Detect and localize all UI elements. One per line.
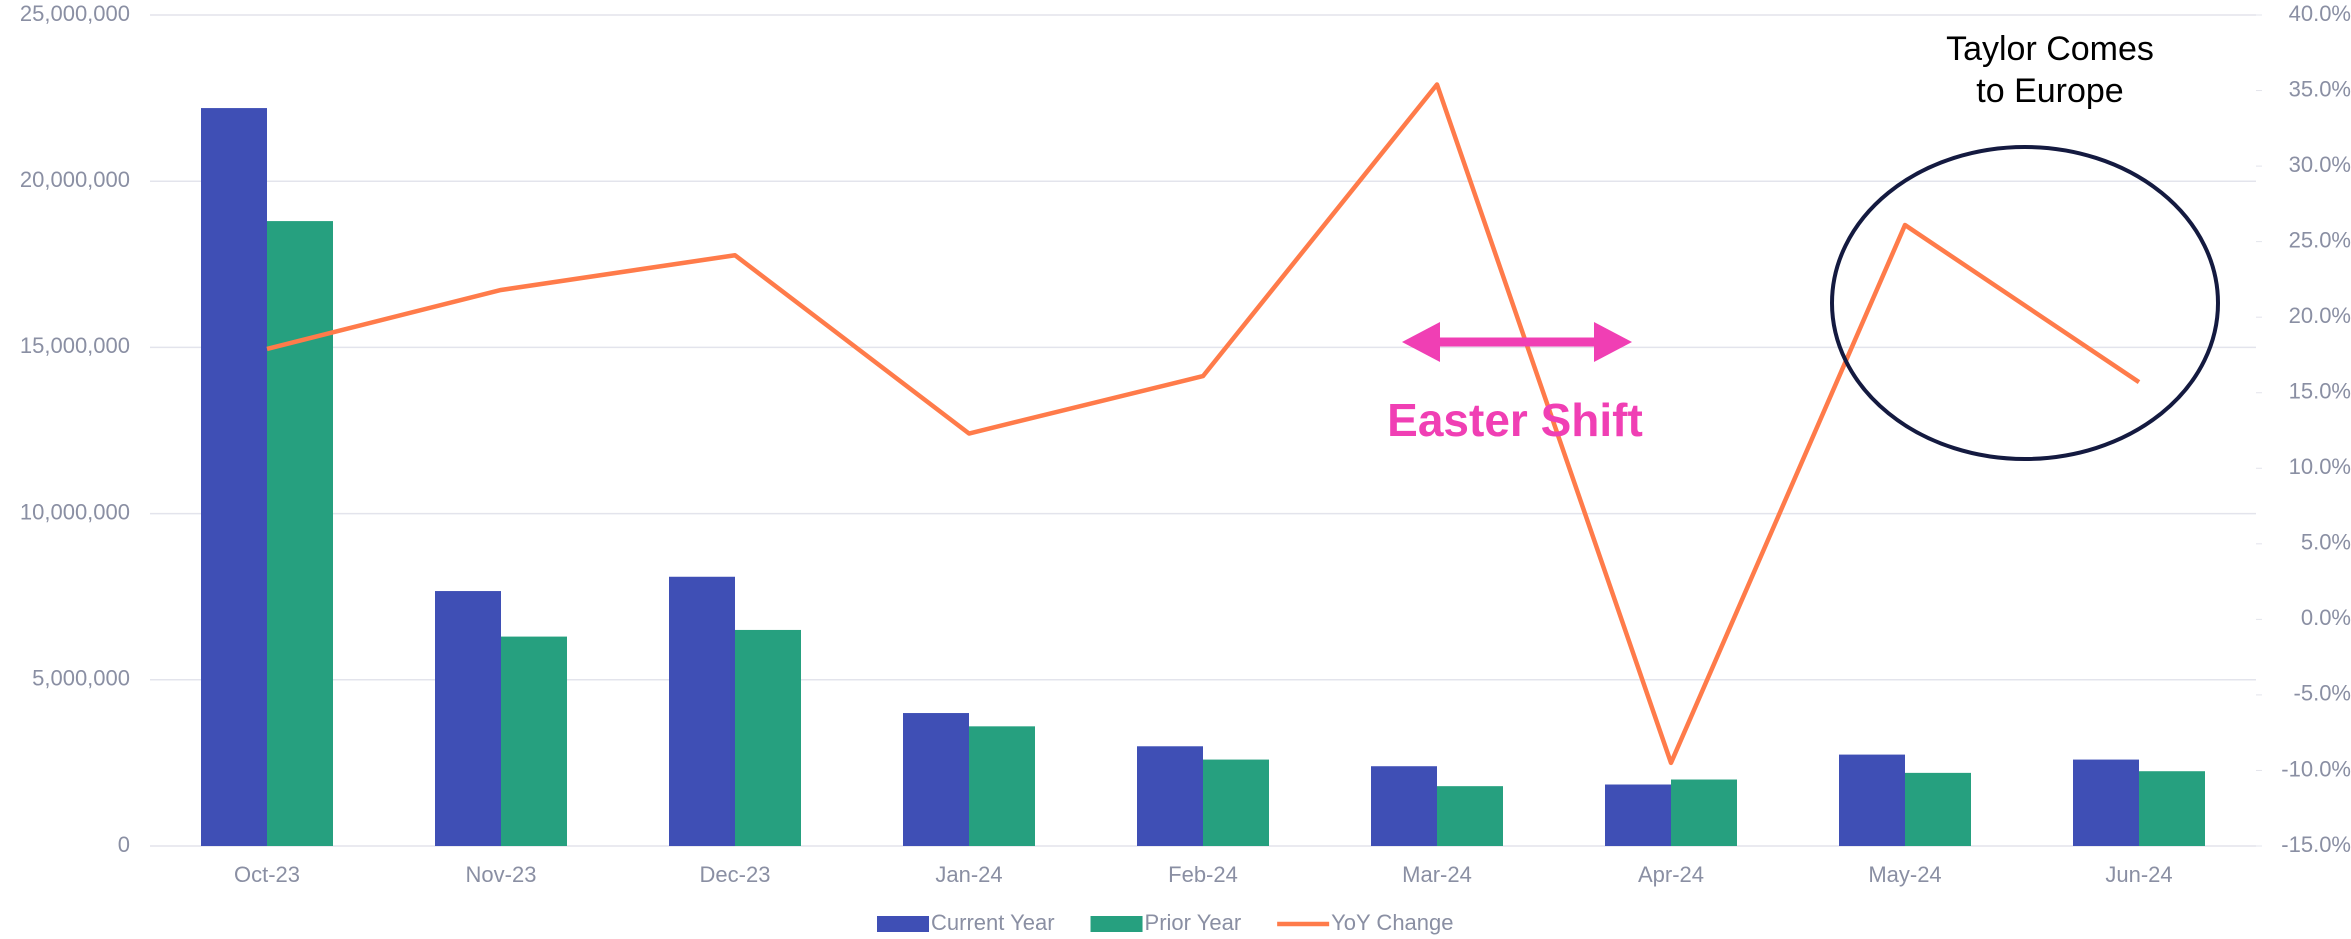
y-tick-label: 15,000,000 xyxy=(20,333,130,358)
bar xyxy=(1839,754,1905,846)
y2-tick-label: 20.0% xyxy=(2289,303,2351,328)
x-tick-label: Dec-23 xyxy=(700,862,771,887)
bar xyxy=(1671,779,1737,846)
annotation: to Europe xyxy=(1976,72,2123,110)
legend-swatch xyxy=(1090,916,1143,932)
legend-label: YoY Change xyxy=(1331,910,1453,935)
bar xyxy=(1905,772,1971,846)
y2-tick-label: 40.0% xyxy=(2289,1,2351,26)
bar xyxy=(1605,784,1671,846)
x-tick-label: Apr-24 xyxy=(1638,862,1704,887)
bar xyxy=(435,591,501,846)
bar xyxy=(903,713,969,846)
y2-tick-label: 0.0% xyxy=(2301,605,2351,630)
x-tick-label: May-24 xyxy=(1868,862,1941,887)
y-tick-label: 25,000,000 xyxy=(20,1,130,26)
y-tick-label: 10,000,000 xyxy=(20,499,130,524)
bar xyxy=(267,221,333,846)
annotation: Taylor Comes xyxy=(1946,30,2154,68)
y2-tick-label: 30.0% xyxy=(2289,152,2351,177)
y-tick-label: 0 xyxy=(118,832,130,857)
bar xyxy=(2073,759,2139,846)
y2-tick-label: 25.0% xyxy=(2289,227,2351,252)
y2-tick-label: 5.0% xyxy=(2301,530,2351,555)
x-tick-label: Nov-23 xyxy=(466,862,537,887)
bar xyxy=(969,726,1035,846)
y2-tick-label: 10.0% xyxy=(2289,454,2351,479)
x-tick-label: Jan-24 xyxy=(935,862,1002,887)
bar xyxy=(1437,786,1503,846)
bar xyxy=(2139,771,2205,846)
line-series xyxy=(266,82,2141,766)
y2-tick-label: -10.0% xyxy=(2281,756,2351,781)
x-tick-label: Oct-23 xyxy=(234,862,300,887)
legend-label: Prior Year xyxy=(1145,910,1242,935)
y-tick-label: 5,000,000 xyxy=(32,666,130,691)
annotation-arrowhead xyxy=(1594,322,1632,362)
y-tick-label: 20,000,000 xyxy=(20,167,130,192)
bar xyxy=(501,636,567,846)
bar xyxy=(201,108,267,846)
y2-tick-label: -15.0% xyxy=(2281,832,2351,857)
legend-swatch xyxy=(877,916,929,932)
y2-tick-label: 35.0% xyxy=(2289,76,2351,101)
bar xyxy=(1371,766,1437,846)
y2-tick-label: 15.0% xyxy=(2289,379,2351,404)
legend-label: Current Year xyxy=(931,910,1055,935)
annotation: Easter Shift xyxy=(1387,394,1643,446)
x-tick-label: Jun-24 xyxy=(2105,862,2172,887)
annotation-arrowhead xyxy=(1402,322,1440,362)
y2-tick-label: -5.0% xyxy=(2294,681,2351,706)
bar xyxy=(1203,759,1269,846)
x-tick-label: Feb-24 xyxy=(1168,862,1238,887)
x-tick-label: Mar-24 xyxy=(1402,862,1472,887)
bar xyxy=(1137,746,1203,846)
bar xyxy=(669,576,735,846)
bar xyxy=(735,629,801,846)
annotation-circle xyxy=(1830,145,2220,461)
